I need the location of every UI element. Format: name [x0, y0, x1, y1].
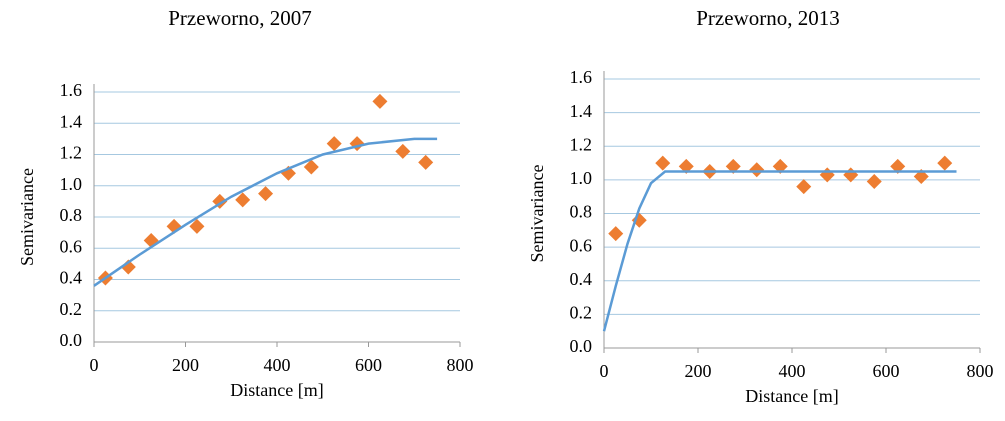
x-axis-label: Distance [m]	[230, 380, 323, 400]
y-tick-label: 1.0	[60, 174, 83, 194]
chart-title: Przeworno, 2013	[696, 6, 839, 30]
point	[937, 155, 953, 171]
x-tick-label: 200	[685, 361, 712, 381]
y-tick-label: 0.8	[60, 205, 83, 225]
y-axis-label: Semivariance	[17, 168, 37, 266]
point	[772, 158, 788, 174]
y-tick-label: 1.6	[570, 67, 593, 87]
x-tick-label: 0	[90, 355, 99, 375]
y-tick-label: 0.8	[570, 202, 593, 222]
point	[189, 218, 205, 234]
x-tick-label: 600	[355, 355, 382, 375]
y-axis-label: Semivariance	[527, 165, 547, 263]
point	[796, 179, 812, 195]
point	[326, 136, 342, 152]
y-tick-label: 0.6	[570, 235, 593, 255]
y-tick-label: 0.2	[60, 299, 83, 319]
point	[235, 192, 251, 208]
y-tick-label: 1.4	[60, 111, 83, 131]
y-tick-label: 1.6	[60, 80, 83, 100]
y-tick-label: 1.2	[60, 143, 83, 163]
point	[913, 169, 929, 185]
point	[418, 154, 434, 170]
x-tick-label: 0	[600, 361, 609, 381]
point	[866, 174, 882, 190]
y-tick-label: 0.2	[570, 303, 593, 323]
y-tick-label: 1.0	[570, 168, 593, 188]
point	[303, 159, 319, 175]
point	[395, 143, 411, 159]
y-tick-label: 0.0	[60, 330, 83, 350]
y-tick-label: 0.4	[570, 269, 593, 289]
point	[890, 158, 906, 174]
y-tick-label: 0.4	[60, 268, 83, 288]
point	[678, 158, 694, 174]
point	[655, 155, 671, 171]
x-tick-label: 400	[264, 355, 291, 375]
point	[725, 158, 741, 174]
y-tick-label: 0.0	[570, 336, 593, 356]
x-tick-label: 800	[447, 355, 474, 375]
y-tick-label: 0.6	[60, 236, 83, 256]
x-tick-label: 400	[779, 361, 806, 381]
fit-line	[93, 137, 438, 287]
x-tick-label: 800	[967, 361, 994, 381]
x-tick-label: 200	[172, 355, 199, 375]
y-tick-label: 1.2	[570, 134, 593, 154]
point	[120, 259, 136, 275]
point	[258, 186, 274, 202]
point	[749, 162, 765, 178]
fit-line	[602, 170, 957, 332]
point	[608, 226, 624, 242]
x-tick-label: 600	[873, 361, 900, 381]
x-axis-label: Distance [m]	[745, 386, 838, 406]
y-tick-label: 1.4	[570, 101, 593, 121]
point	[372, 93, 388, 109]
chart-title: Przeworno, 2007	[168, 6, 311, 30]
